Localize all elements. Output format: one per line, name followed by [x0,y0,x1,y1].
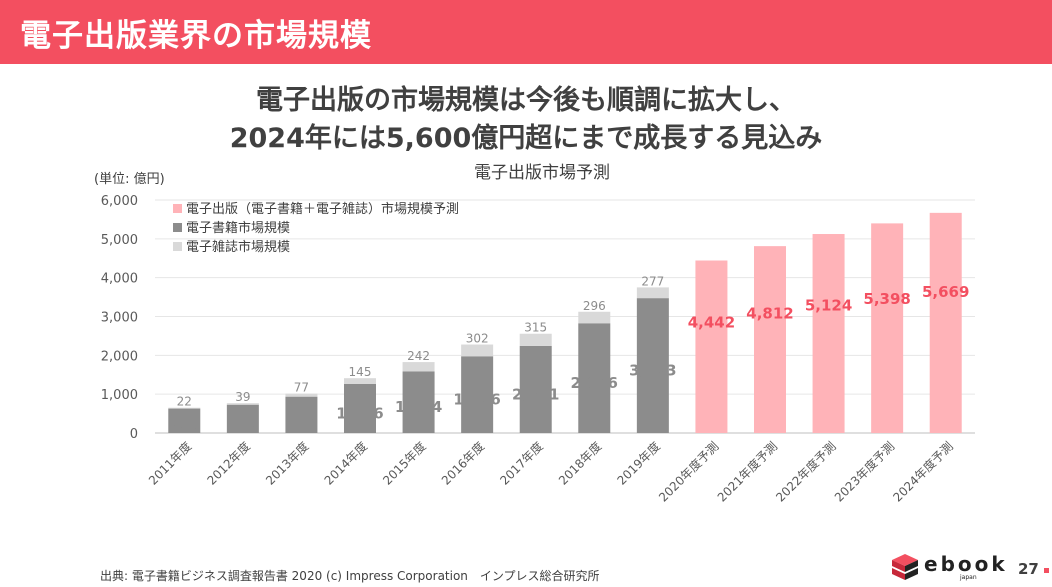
logo-word: ebook [924,552,1008,576]
bars [168,212,962,433]
data-label-forecast: 5,669 [922,283,969,301]
data-label-emagazine: 242 [407,349,430,363]
y-tick-label: 1,000 [101,388,138,403]
source-note: 出典: 電子書籍ビジネス調査報告書 2020 (c) Impress Corpo… [100,569,600,583]
bar-ebook [402,371,435,433]
data-label-emagazine: 39 [235,390,250,404]
y-tick-label: 3,000 [101,311,138,326]
x-tick-label: 2012年度 [204,439,253,488]
bar-emagazine [636,287,669,299]
data-label-emagazine: 315 [524,321,547,335]
data-label-ebook: 2,826 [571,374,618,392]
data-label-emagazine: 296 [583,299,606,313]
bar-forecast [754,246,786,433]
data-labels: 629 22 729 39 936 77 1,266 145 1,584 242 1,976 302 2… [169,274,970,434]
bar-emagazine [402,362,435,372]
chart-title: 電子出版市場予測 [474,163,610,183]
x-tick-label: 2024年度予測 [890,439,956,505]
data-label-ebook: 2,241 [512,385,559,403]
bar-forecast [812,234,845,433]
data-label-ebook: 629 [169,417,200,435]
y-tick-label: 6,000 [101,194,138,209]
bar-emagazine [578,311,611,324]
data-label-forecast: 5,398 [863,290,910,308]
legend-swatch [173,242,182,251]
headline-line-2: 2024年には5,600億円超にまで成長する見込み [229,123,823,154]
data-label-ebook: 3,473 [629,362,676,380]
y-tick-label: 0 [130,427,138,442]
bar-ebook [168,408,201,433]
data-label-emagazine: 77 [294,381,309,395]
bar-forecast [871,223,904,433]
x-tick-label: 2020年度予測 [655,439,721,505]
bar-emagazine [519,333,552,346]
x-tick-label: 2019年度 [614,439,663,488]
bar-ebook [636,298,669,433]
data-label-ebook: 1,584 [395,398,442,416]
page-marker [1044,568,1049,573]
data-label-emagazine: 302 [466,332,489,346]
data-label-ebook: 1,266 [336,404,383,422]
legend-swatch [173,223,182,232]
bar-ebook [344,383,376,433]
data-label-ebook: 936 [286,411,317,429]
y-tick-label: 5,000 [101,233,138,248]
x-tick-label: 2017年度 [497,439,546,488]
market-forecast-chart: 電子出版市場予測 (単位: 億円) 0 1,000 2,000 3,000 4,000 5… [94,163,975,505]
data-label-emagazine: 22 [177,395,192,409]
bar-ebook [285,396,318,433]
bar-ebook [578,323,611,433]
legend-label: 電子雑誌市場規模 [186,239,290,255]
page-number: 27 [1018,560,1039,578]
data-label-forecast: 4,812 [746,304,793,322]
header-banner: 電子出版業界の市場規模 [0,0,1052,64]
bar-ebook [226,404,259,433]
y-tick-label: 4,000 [101,272,138,287]
x-tick-label: 2022年度予測 [773,439,839,505]
y-axis: 0 1,000 2,000 3,000 4,000 5,000 6,000 [101,194,138,442]
x-tick-label: 2016年度 [438,439,487,488]
legend-label: 電子出版（電子書籍＋電子雑誌）市場規模予測 [186,201,459,217]
bar-emagazine [461,344,494,357]
bar-forecast [695,260,728,433]
x-tick-label: 2014年度 [321,439,370,488]
x-tick-label: 2023年度予測 [831,439,897,505]
ebook-japan-logo: ebook japan [890,550,1020,582]
legend-label: 電子書籍市場規模 [186,220,290,236]
x-tick-label: 2015年度 [380,439,429,488]
data-label-ebook: 729 [227,415,258,433]
bar-emagazine [226,403,259,405]
x-tick-label: 2021年度予測 [714,439,780,505]
bar-emagazine [344,378,376,384]
data-label-emagazine: 277 [641,274,664,288]
x-axis: 2011年度 2012年度 2013年度 2014年度 2015年度 2016年度 2017… [145,439,956,505]
legend-swatch [173,204,182,213]
bar-emagazine [168,407,201,409]
data-label-forecast: 4,442 [688,314,735,332]
headline-line-1: 電子出版の市場規模は今後も順調に拡大し、 [256,85,796,116]
data-label-emagazine: 145 [349,365,372,379]
x-tick-label: 2018年度 [555,439,604,488]
book-stack-icon [892,554,918,580]
page-title: 電子出版業界の市場規模 [20,18,372,54]
bar-emagazine [285,393,318,397]
bar-forecast [929,212,962,433]
data-label-forecast: 5,124 [805,297,852,315]
bar-ebook [519,345,552,433]
y-tick-label: 2,000 [101,349,138,364]
data-label-ebook: 1,976 [453,391,500,409]
unit-label: (単位: 億円) [94,171,165,187]
bar-ebook [461,356,494,433]
x-tick-label: 2013年度 [262,439,311,488]
logo-sub: japan [960,574,977,581]
x-tick-label: 2011年度 [145,439,194,488]
